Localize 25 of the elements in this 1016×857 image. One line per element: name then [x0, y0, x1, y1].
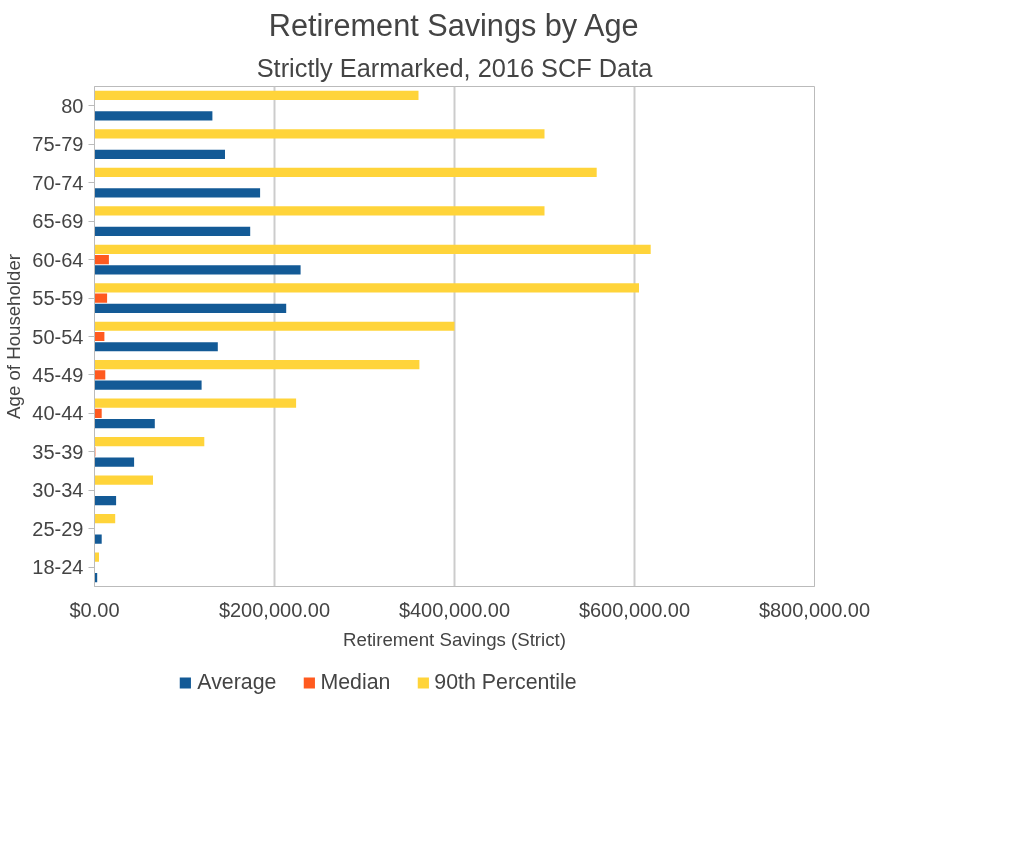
chart-title: Retirement Savings by Age: [268, 7, 639, 43]
y-tick-label: 40-44: [32, 402, 84, 425]
x-tick-label: $800,000.00: [758, 598, 871, 621]
y-tick-label: 80: [61, 94, 84, 117]
y-tick-label: 50-54: [32, 325, 84, 348]
x-axis-title: Retirement Savings (Strict): [343, 628, 566, 650]
x-tick-label: $600,000.00: [578, 598, 691, 621]
y-tick-label: 18-24: [32, 556, 84, 579]
y-tick-label: 45-49: [32, 363, 84, 386]
y-tick-label: 70-74: [32, 171, 84, 194]
y-tick-label: 75-79: [32, 133, 84, 156]
chart-subtitle: Strictly Earmarked, 2016 SCF Data: [256, 53, 654, 82]
y-tick-label: 25-29: [32, 517, 84, 540]
legend-label: Average: [197, 669, 277, 695]
x-tick-label: $0.00: [69, 598, 120, 621]
y-tick-label: 35-39: [32, 440, 84, 463]
y-tick-label: 65-69: [32, 210, 84, 233]
y-tick-label: 55-59: [32, 287, 84, 310]
y-tick-label: 60-64: [32, 248, 84, 271]
x-tick-label: $200,000.00: [218, 598, 331, 621]
x-tick-label: $400,000.00: [398, 598, 511, 621]
legend-label: Median: [320, 669, 391, 695]
y-tick-label: 30-34: [32, 479, 84, 502]
legend-label: 90th Percentile: [434, 669, 577, 695]
y-axis-title: Age of Householder: [3, 254, 25, 419]
